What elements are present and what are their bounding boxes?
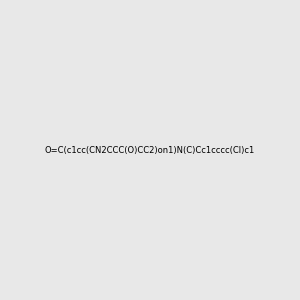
Text: O=C(c1cc(CN2CCC(O)CC2)on1)N(C)Cc1cccc(Cl)c1: O=C(c1cc(CN2CCC(O)CC2)on1)N(C)Cc1cccc(Cl… <box>45 146 255 154</box>
